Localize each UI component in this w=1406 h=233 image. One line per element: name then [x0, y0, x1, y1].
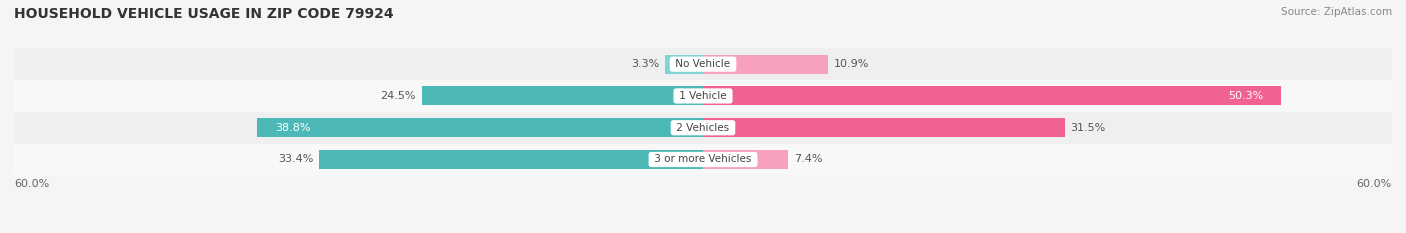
Text: 33.4%: 33.4% [278, 154, 314, 164]
Bar [703, 118, 1064, 137]
Text: 3.3%: 3.3% [631, 59, 659, 69]
Bar [14, 48, 1392, 80]
Bar [703, 86, 1281, 106]
Legend: Owner-occupied, Renter-occupied: Owner-occupied, Renter-occupied [583, 230, 823, 233]
Bar [703, 150, 787, 169]
Text: 31.5%: 31.5% [1070, 123, 1105, 133]
Bar [665, 55, 703, 74]
Text: 10.9%: 10.9% [834, 59, 869, 69]
Text: 1 Vehicle: 1 Vehicle [676, 91, 730, 101]
Text: 3 or more Vehicles: 3 or more Vehicles [651, 154, 755, 164]
Text: 60.0%: 60.0% [1357, 179, 1392, 189]
Text: 7.4%: 7.4% [794, 154, 823, 164]
Text: 38.8%: 38.8% [274, 123, 311, 133]
Text: 2 Vehicles: 2 Vehicles [673, 123, 733, 133]
Bar [703, 55, 828, 74]
Bar [14, 112, 1392, 144]
Text: Source: ZipAtlas.com: Source: ZipAtlas.com [1281, 7, 1392, 17]
Bar [257, 118, 703, 137]
Bar [14, 80, 1392, 112]
Text: 24.5%: 24.5% [381, 91, 416, 101]
Text: 60.0%: 60.0% [14, 179, 49, 189]
Bar [422, 86, 703, 106]
Text: No Vehicle: No Vehicle [672, 59, 734, 69]
Bar [319, 150, 703, 169]
Text: HOUSEHOLD VEHICLE USAGE IN ZIP CODE 79924: HOUSEHOLD VEHICLE USAGE IN ZIP CODE 7992… [14, 7, 394, 21]
Bar [14, 144, 1392, 175]
Text: 50.3%: 50.3% [1227, 91, 1264, 101]
